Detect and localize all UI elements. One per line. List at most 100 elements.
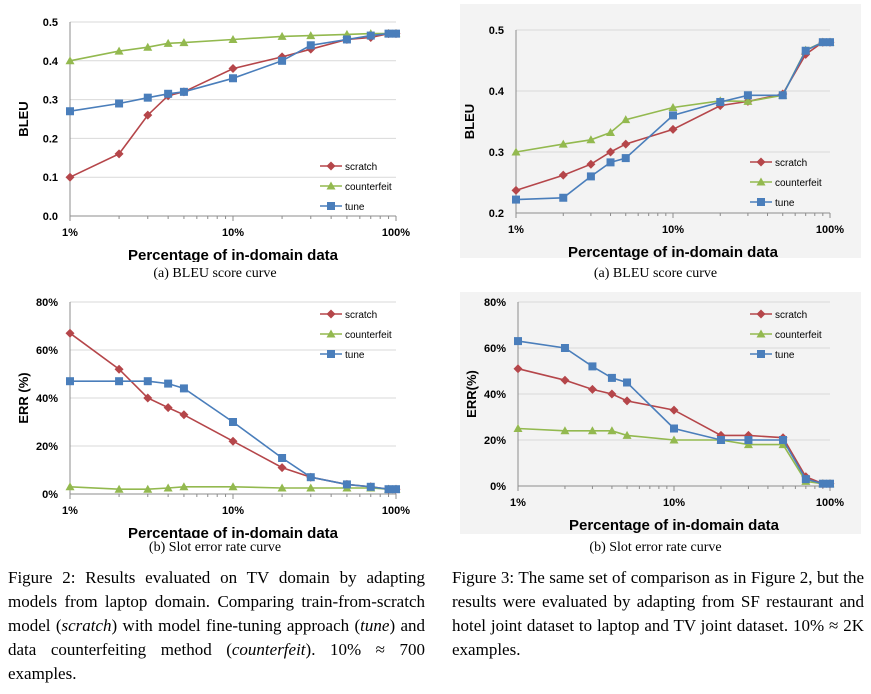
- x-tick-label: 10%: [222, 227, 244, 239]
- x-tick-label: 100%: [382, 227, 410, 239]
- legend-label-scratch: scratch: [775, 310, 807, 321]
- legend-marker-scratch: [326, 309, 336, 319]
- data-point-tune: [164, 379, 173, 388]
- y-tick-label: 0.2: [489, 208, 504, 220]
- y-tick-label: 0.1: [43, 172, 58, 184]
- y-tick-label: 0.5: [489, 25, 504, 37]
- data-point-tune: [179, 87, 188, 96]
- data-point-scratch: [607, 389, 617, 399]
- data-point-scratch: [560, 375, 570, 385]
- data-point-tune: [392, 485, 400, 494]
- data-point-scratch: [622, 396, 632, 406]
- series-line-tune: [70, 380, 396, 490]
- data-point-tune: [586, 172, 595, 181]
- legend-label-tune: tune: [345, 350, 365, 361]
- data-point-tune: [164, 89, 173, 98]
- chart-fig2b: 0% 20% 40% 60% 80% 1% 10% 100% Percentage of in-…: [0, 288, 430, 542]
- y-tick-label: 0.3: [43, 95, 58, 107]
- data-point-tune: [779, 436, 788, 444]
- figure2-label: Figure 2:: [8, 568, 76, 587]
- data-point-tune: [588, 362, 597, 371]
- legend-marker-tune: [327, 350, 335, 358]
- y-tick-label: 20%: [484, 435, 506, 447]
- chart-fig3b-svg: 0% 20% 40% 60% 80% 1% 10% 100% Percentage of in-…: [460, 292, 861, 534]
- data-point-scratch: [621, 139, 631, 149]
- data-point-counterfeit: [558, 139, 568, 148]
- data-point-scratch: [668, 124, 678, 134]
- data-point-tune: [115, 377, 124, 386]
- data-point-scratch: [606, 147, 616, 157]
- data-point-counterfeit: [668, 102, 678, 111]
- legend-marker-counterfeit: [756, 177, 766, 186]
- x-tick-label: 10%: [662, 224, 684, 236]
- data-point-scratch: [228, 64, 238, 74]
- y-axis-label: ERR (%): [16, 372, 31, 423]
- data-point-counterfeit: [606, 127, 616, 136]
- data-point-tune: [115, 99, 124, 108]
- data-point-tune: [278, 56, 287, 65]
- chart-fig3a-svg: 0.2 0.3 0.4 0.5 1% 10% 100% Percentage of in-do…: [460, 4, 861, 261]
- data-point-counterfeit: [587, 426, 597, 435]
- data-point-scratch: [511, 185, 521, 195]
- figure2-text-1: Results evaluated on TV domain by adapti…: [8, 568, 425, 635]
- chart-background: [460, 292, 861, 534]
- figure3-label: Figure 3:: [452, 568, 515, 587]
- data-point-counterfeit: [622, 430, 632, 439]
- caption-fig2a: (a) BLEU score curve: [153, 266, 277, 281]
- y-tick-label: 0%: [42, 489, 58, 501]
- data-point-tune: [306, 473, 315, 482]
- data-point-counterfeit: [277, 483, 287, 492]
- data-point-tune: [179, 384, 188, 393]
- y-tick-label: 0%: [490, 481, 506, 493]
- x-tick-label: 100%: [816, 224, 844, 236]
- chart-background: [460, 4, 861, 258]
- data-point-counterfeit: [228, 482, 238, 491]
- data-point-tune: [560, 344, 569, 352]
- y-tick-label: 60%: [36, 345, 58, 357]
- legend-marker-tune: [757, 350, 765, 358]
- data-point-scratch: [179, 410, 189, 420]
- legend-label-tune: tune: [345, 202, 365, 213]
- data-point-scratch: [228, 436, 238, 446]
- data-point-counterfeit: [114, 46, 124, 55]
- legend-label-counterfeit: counterfeit: [345, 330, 392, 341]
- data-point-scratch: [143, 110, 153, 120]
- data-point-tune: [818, 479, 827, 488]
- data-point-counterfeit: [607, 426, 617, 435]
- data-point-tune: [143, 377, 152, 386]
- data-point-counterfeit: [743, 440, 753, 449]
- figure2-text-4: ). 10% ≈ 700 examples.: [8, 640, 425, 683]
- data-point-scratch: [277, 463, 287, 473]
- data-point-tune: [514, 337, 522, 346]
- data-point-tune: [342, 480, 351, 489]
- data-point-tune: [384, 485, 393, 494]
- data-point-scratch: [143, 393, 153, 403]
- data-point-tune: [801, 475, 810, 484]
- data-point-tune: [306, 41, 315, 50]
- x-tick-label: 1%: [62, 227, 78, 239]
- y-tick-label: 0.5: [43, 17, 58, 29]
- data-point-scratch: [65, 328, 75, 338]
- caption-fig3b: (b) Slot error rate curve: [589, 540, 722, 555]
- data-point-scratch: [513, 364, 523, 374]
- data-point-tune: [716, 436, 725, 444]
- data-point-counterfeit: [669, 435, 679, 444]
- data-point-scratch: [558, 170, 568, 180]
- y-tick-label: 80%: [484, 297, 506, 309]
- data-point-counterfeit: [511, 147, 521, 156]
- data-point-tune: [384, 29, 393, 38]
- data-point-counterfeit: [179, 482, 189, 491]
- legend-label-scratch: scratch: [345, 310, 377, 321]
- x-axis-label: Percentage of in-domain data: [569, 517, 780, 534]
- y-axis-label: BLEU: [16, 101, 31, 136]
- data-point-tune: [229, 418, 237, 426]
- x-tick-label: 10%: [663, 497, 685, 509]
- data-point-counterfeit: [143, 42, 153, 51]
- chart-fig3b: 0% 20% 40% 60% 80% 1% 10% 100% Percentage of in-…: [440, 288, 871, 538]
- legend-label-counterfeit: counterfeit: [775, 330, 822, 341]
- legend-marker-scratch: [326, 161, 336, 171]
- y-axis-label: BLEU: [462, 104, 477, 139]
- x-axis-label: Percentage of in-domain data: [128, 247, 339, 262]
- x-tick-label: 100%: [816, 497, 844, 509]
- chart-fig3a: 0.2 0.3 0.4 0.5 1% 10% 100% Percentage of in-do…: [440, 0, 871, 262]
